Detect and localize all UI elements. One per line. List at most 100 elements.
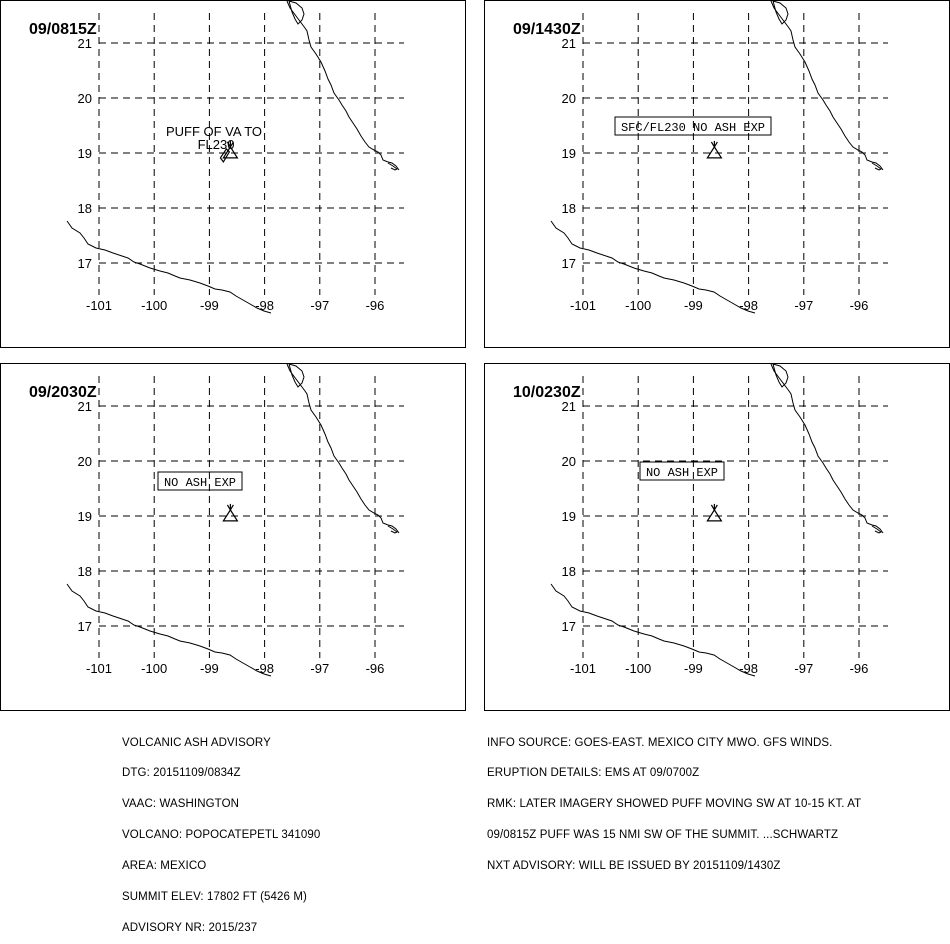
advisory-line: SUMMIT ELEV: 17802 FT (5426 M) (122, 891, 307, 904)
longitude-label: -99 (684, 661, 703, 676)
valid-time-label: 09/2030Z (29, 384, 97, 401)
longitude-label: -99 (200, 298, 219, 313)
ash-puff-area (219, 147, 231, 163)
advisory-line: VAAC: WASHINGTON (122, 798, 240, 811)
latitude-label: 17 (562, 256, 576, 271)
forecast-panel-3: -101 -100 -99 -98 -97 -96 21 20 19 18 17 09/2030Z NO… (0, 363, 466, 711)
longitude-label: -98 (255, 298, 274, 313)
map-svg: -101 -100 -99 -98 -97 -96 21 20 19 18 17 09/1430Z SF… (484, 0, 950, 348)
longitude-label: -99 (200, 661, 219, 676)
volcano-icon (706, 503, 723, 522)
latitude-label: 20 (562, 454, 576, 469)
longitude-label: -98 (255, 661, 274, 676)
longitude-label: -96 (366, 661, 385, 676)
panel-frame (0, 363, 466, 711)
gulf-coastline (770, 0, 884, 171)
advisory-line: VOLCANIC ASH ADVISORY (122, 736, 271, 749)
longitude-label: -96 (850, 298, 869, 313)
volcano-icon (222, 140, 239, 159)
longitude-label: -98 (739, 661, 758, 676)
advisory-line: AREA: MEXICO (122, 860, 207, 873)
lagoon-coastline (772, 0, 789, 25)
pacific-coastline (66, 583, 272, 677)
latitude-label: 21 (562, 399, 576, 414)
lagoon-coastline (772, 363, 789, 388)
latitude-label: 17 (562, 619, 576, 634)
longitude-label: -97 (310, 661, 329, 676)
gulf-coastline (770, 363, 884, 534)
longitude-label: -96 (366, 298, 385, 313)
advisory-line: ADVISORY NR: 2015/237 (122, 921, 258, 934)
advisory-line: INFO SOURCE: GOES-EAST. MEXICO CITY MWO.… (487, 736, 833, 749)
longitude-label: -96 (850, 661, 869, 676)
longitude-label: -100 (141, 661, 167, 676)
latitude-label: 20 (78, 91, 92, 106)
advisory-line: NXT ADVISORY: WILL BE ISSUED BY 20151109… (487, 860, 781, 873)
volcano-icon (706, 140, 723, 159)
island-coastline (871, 525, 882, 534)
forecast-annotation: FL230 (198, 137, 235, 152)
valid-time-label: 09/0815Z (29, 21, 97, 38)
forecast-annotation: SFC/FL230 NO ASH EXP (621, 121, 765, 135)
forecast-annotation: NO ASH EXP (646, 466, 718, 480)
longitude-label: -98 (739, 298, 758, 313)
latitude-label: 18 (562, 564, 576, 579)
lagoon-coastline (288, 0, 305, 25)
panel-frame (0, 0, 466, 348)
latitude-label: 21 (78, 36, 92, 51)
longitude-label: -97 (794, 661, 813, 676)
graticule (582, 13, 888, 295)
latitude-label: 21 (78, 399, 92, 414)
annotation-box (639, 461, 725, 481)
panel-frame (484, 363, 950, 711)
latitude-label: 21 (562, 36, 576, 51)
advisory-line: RMK: LATER IMAGERY SHOWED PUFF MOVING SW… (487, 798, 862, 811)
forecast-panel-4: -101 -100 -99 -98 -97 -96 21 20 19 18 17 10/0230Z NO… (484, 363, 950, 711)
longitude-label: -101 (570, 298, 596, 313)
longitude-label: -97 (794, 298, 813, 313)
graticule (98, 376, 404, 658)
longitude-label: -99 (684, 298, 703, 313)
latitude-label: 20 (78, 454, 92, 469)
lagoon-coastline (288, 363, 305, 388)
graticule (582, 376, 888, 658)
advisory-line: 09/0815Z PUFF WAS 15 NMI SW OF THE SUMMI… (487, 829, 839, 842)
advisory-line: ERUPTION DETAILS: EMS AT 09/0700Z (487, 767, 700, 780)
gulf-coastline (286, 363, 400, 534)
forecast-panel-1: -101 -100 -99 -98 -97 -96 21 20 19 18 17 09/0815Z PU… (0, 0, 466, 348)
latitude-label: 19 (562, 146, 576, 161)
longitude-label: -100 (141, 298, 167, 313)
pacific-coastline (550, 220, 756, 314)
pacific-coastline (66, 220, 272, 314)
longitude-label: -101 (86, 661, 112, 676)
advisory-line: VOLCANO: POPOCATEPETL 341090 (122, 829, 321, 842)
longitude-label: -100 (625, 661, 651, 676)
annotation-box (614, 116, 772, 136)
longitude-label: -97 (310, 298, 329, 313)
island-coastline (387, 162, 398, 171)
latitude-label: 18 (78, 564, 92, 579)
island-coastline (387, 525, 398, 534)
forecast-panel-2: -101 -100 -99 -98 -97 -96 21 20 19 18 17 09/1430Z SF… (484, 0, 950, 348)
pacific-coastline (550, 583, 756, 677)
forecast-annotation: PUFF OF VA TO (166, 124, 262, 139)
latitude-label: 18 (78, 201, 92, 216)
graticule (98, 13, 404, 295)
latitude-label: 19 (78, 146, 92, 161)
map-svg: -101 -100 -99 -98 -97 -96 21 20 19 18 17 09/2030Z NO… (0, 363, 466, 711)
volcano-icon (222, 503, 239, 522)
latitude-label: 17 (78, 619, 92, 634)
annotation-box (157, 471, 243, 491)
map-svg: -101 -100 -99 -98 -97 -96 21 20 19 18 17 10/0230Z NO… (484, 363, 950, 711)
latitude-label: 19 (78, 509, 92, 524)
gulf-coastline (286, 0, 400, 171)
latitude-label: 20 (562, 91, 576, 106)
map-svg: -101 -100 -99 -98 -97 -96 21 20 19 18 17 09/0815Z PU… (0, 0, 466, 348)
latitude-label: 19 (562, 509, 576, 524)
longitude-label: -101 (570, 661, 596, 676)
longitude-label: -100 (625, 298, 651, 313)
advisory-info-left: VOLCANIC ASH ADVISORY DTG: 20151109/0834… (122, 717, 320, 944)
latitude-label: 18 (562, 201, 576, 216)
panel-frame (484, 0, 950, 348)
longitude-label: -101 (86, 298, 112, 313)
